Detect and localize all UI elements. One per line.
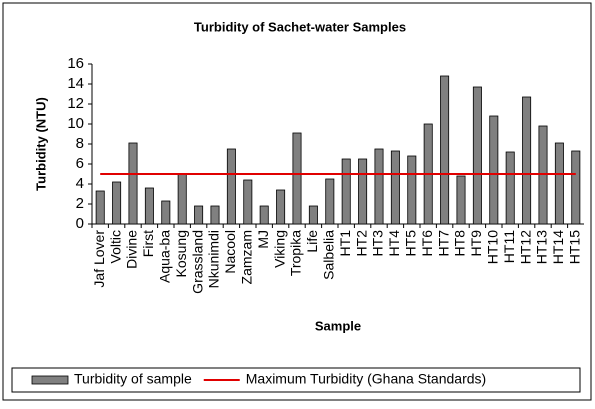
bar: [161, 200, 171, 225]
chart-title: Turbidity of Sachet-water Samples: [194, 19, 406, 34]
bar: [472, 86, 482, 225]
bar: [128, 142, 138, 225]
x-tick-label: Grassland: [189, 230, 205, 294]
bar: [456, 175, 466, 225]
x-tick-label: HT11: [501, 230, 517, 263]
y-tick-label: 16: [67, 55, 84, 72]
x-tick-label: Nacool: [222, 230, 238, 274]
y-tick-label: 14: [67, 75, 84, 92]
y-tick-label: 4: [76, 175, 84, 192]
bar: [276, 189, 286, 225]
y-tick-label: 8: [76, 135, 84, 152]
bar: [259, 205, 269, 225]
x-tick-label: Aqua-ba: [157, 230, 173, 283]
x-tick-label: HT8: [452, 230, 468, 257]
bar: [390, 150, 400, 225]
y-tick-label: 0: [76, 215, 84, 232]
bar: [194, 205, 204, 225]
x-tick-label: HT5: [403, 230, 419, 257]
x-tick-label: HT3: [370, 230, 386, 257]
x-tick-label: HT15: [567, 230, 583, 264]
bar: [358, 158, 368, 225]
x-tick-label: Kosung: [173, 230, 189, 277]
bar: [522, 96, 532, 225]
bar: [95, 190, 105, 225]
x-tick-label: HT1: [337, 230, 353, 257]
x-tick-label: Tropika: [288, 230, 304, 276]
bar: [325, 178, 335, 225]
x-tick-label: HT10: [485, 230, 501, 264]
y-tick-label: 2: [76, 195, 84, 212]
x-tick-label: HT7: [435, 230, 451, 257]
bar: [440, 75, 450, 225]
x-tick-label: HT2: [353, 230, 369, 257]
bar: [571, 150, 581, 225]
x-tick-label: MJ: [255, 230, 271, 249]
x-tick-label: HT4: [386, 230, 402, 257]
bar: [407, 155, 417, 225]
bar: [489, 115, 499, 225]
x-tick-label: HT13: [534, 230, 550, 264]
legend-box: [11, 367, 581, 393]
bar: [177, 173, 187, 225]
bar: [226, 148, 236, 225]
y-tick-label: 6: [76, 155, 84, 172]
bar: [243, 179, 253, 225]
x-axis-label: Sample: [315, 318, 361, 333]
x-tick-label: Divine: [124, 230, 140, 269]
x-tick-label: Salbelia: [321, 230, 337, 280]
y-tick-label: 12: [67, 95, 84, 112]
y-axis-label: Turbidity (NTU): [33, 97, 48, 191]
x-tick-label: Jaf Lover: [91, 230, 107, 288]
legend-label: Turbidity of sample: [74, 371, 192, 387]
x-tick-label: Viking: [271, 230, 287, 268]
bar: [144, 187, 154, 225]
x-tick-label: Life: [304, 230, 320, 253]
x-tick-label: HT14: [550, 230, 566, 264]
bar: [374, 148, 384, 225]
x-tick-label: HT6: [419, 230, 435, 257]
x-tick-label: Voltic: [107, 230, 123, 263]
bar: [292, 132, 302, 225]
x-tick-label: First: [140, 230, 156, 257]
legend-label: Maximum Turbidity (Ghana Standards): [246, 371, 486, 387]
bar: [341, 158, 351, 225]
legend-swatch: [31, 375, 69, 385]
x-tick-label: HT12: [517, 230, 533, 264]
bar: [308, 205, 318, 225]
bar: [554, 142, 564, 225]
x-tick-label: HT9: [468, 230, 484, 257]
x-tick-label: Zamzam: [239, 230, 255, 284]
x-tick-label: Nkunimdi: [206, 230, 222, 288]
bar: [505, 151, 515, 225]
bar: [112, 181, 122, 225]
bar: [210, 205, 220, 225]
y-tick-label: 10: [67, 115, 84, 132]
